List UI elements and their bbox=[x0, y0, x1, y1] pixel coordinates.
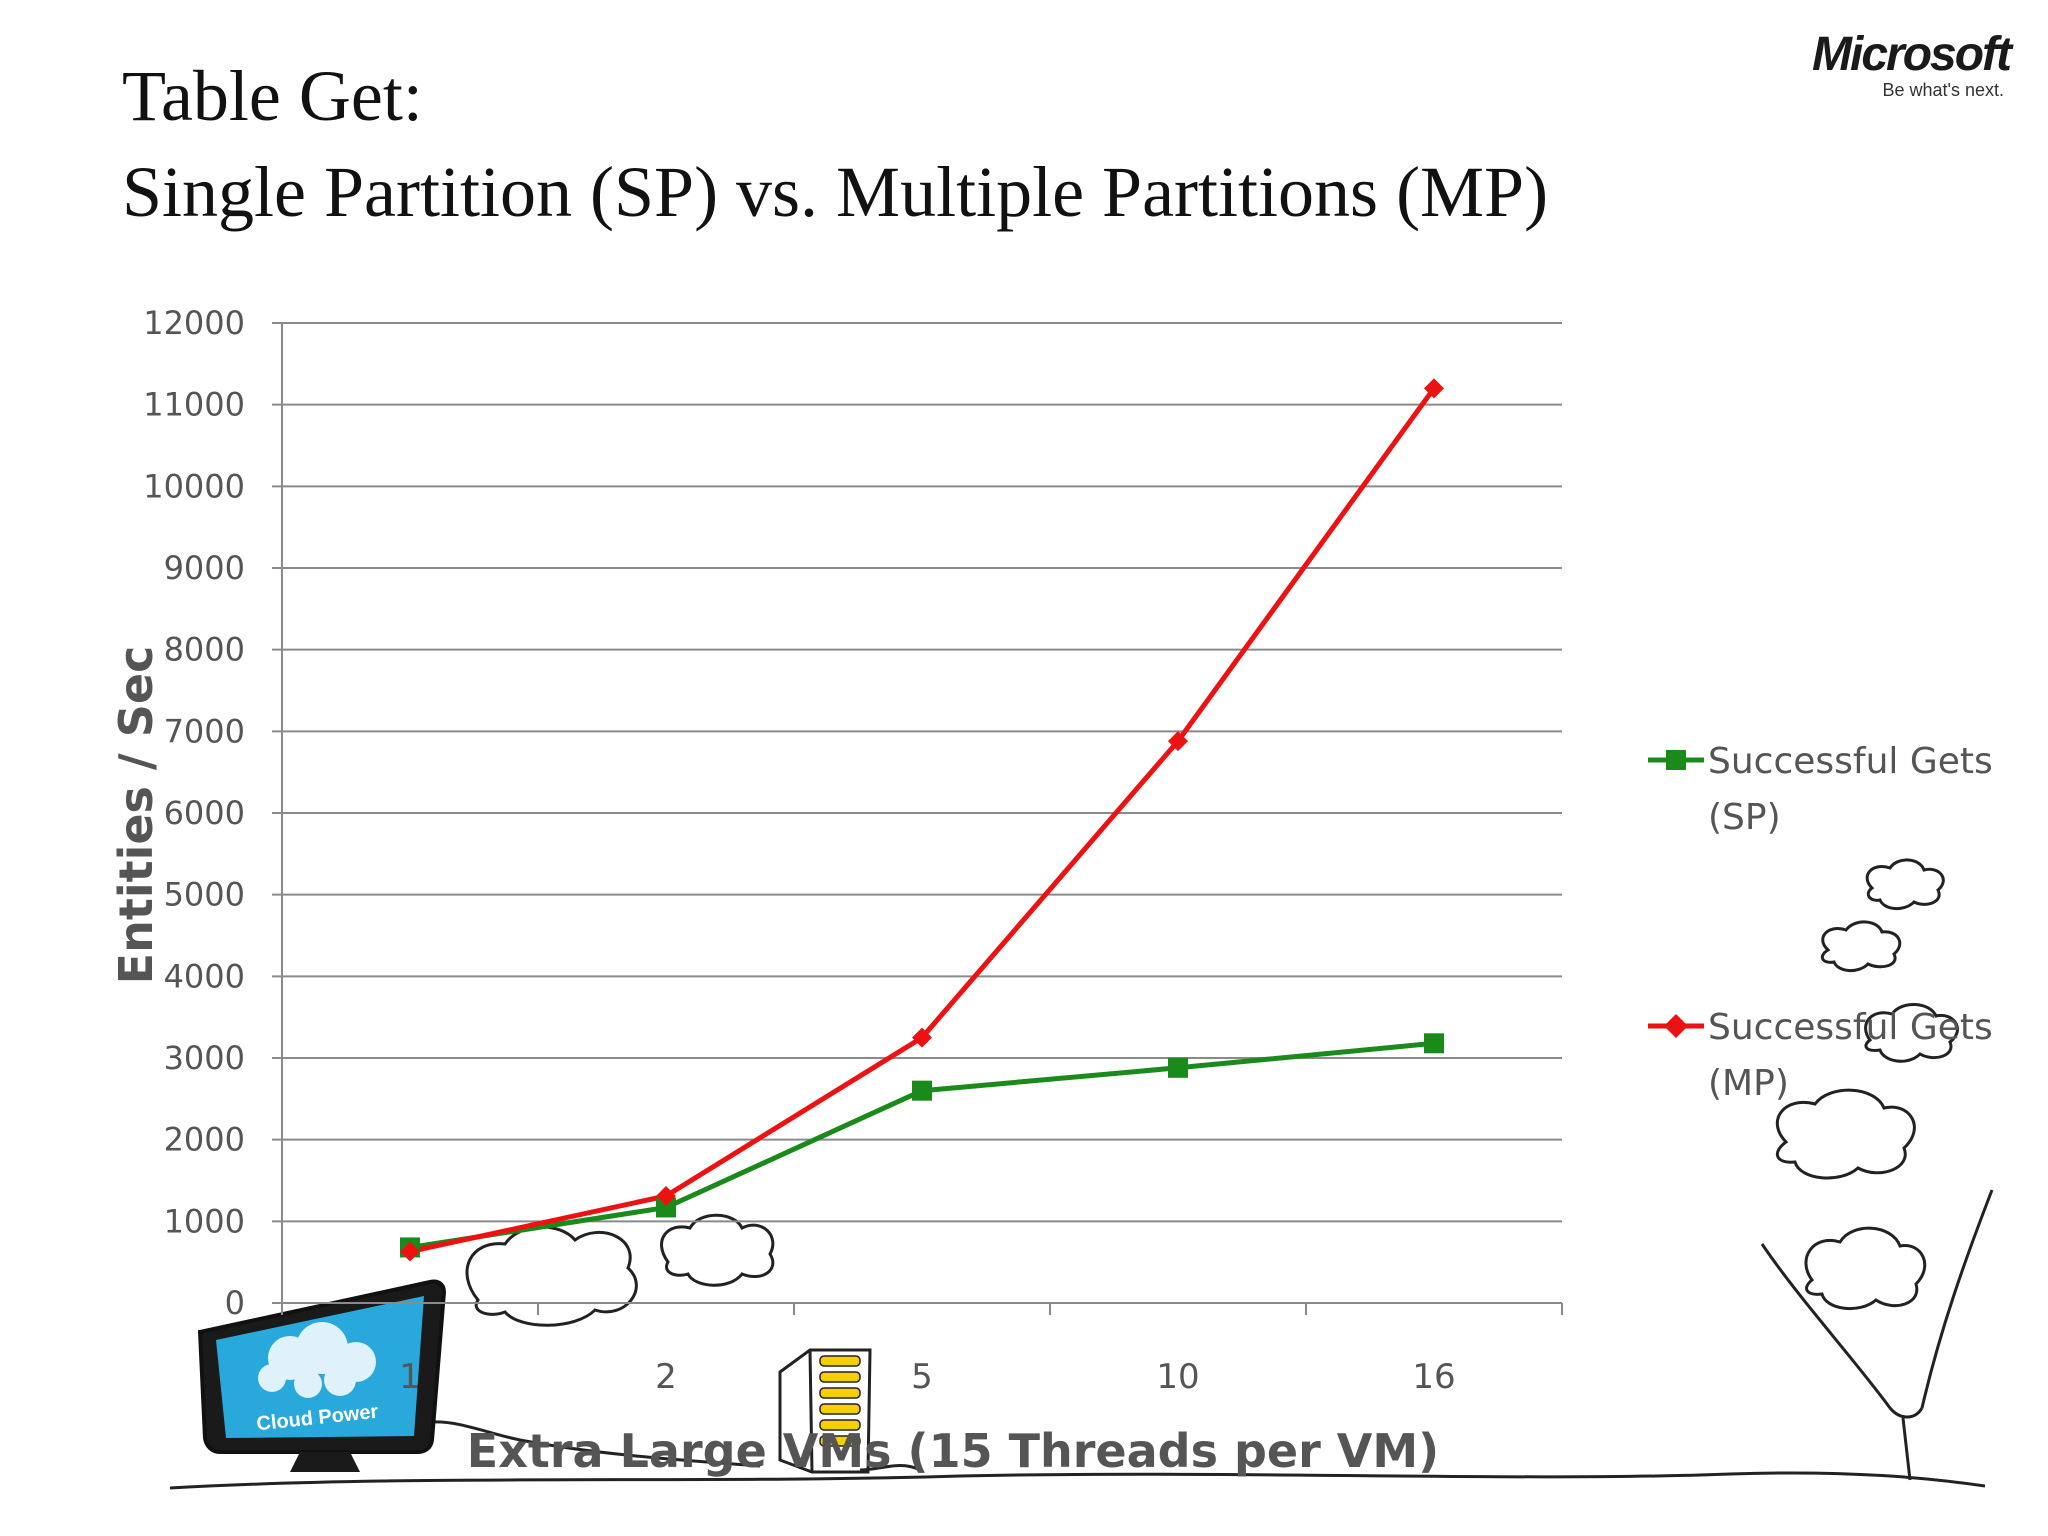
legend-label-mp-line2: (MP) bbox=[1708, 1063, 1789, 1104]
cloud-doodle-6 bbox=[1775, 1088, 1916, 1180]
funnel-doodle bbox=[1760, 1189, 1994, 1481]
x-tick-label: 2 bbox=[655, 1357, 677, 1397]
x-axis: 1 2 5 10 16 bbox=[272, 323, 1563, 1397]
y-tick-label: 6000 bbox=[164, 794, 245, 832]
legend-marker-mp bbox=[1664, 1014, 1688, 1038]
microsoft-logo: Microsoft Be what's next. bbox=[1720, 28, 2012, 101]
y-tick-label: 11000 bbox=[143, 386, 245, 424]
y-axis-title: Entities / Sec bbox=[109, 646, 163, 985]
x-tick-label: 1 bbox=[399, 1357, 421, 1397]
title-line-2: Single Partition (SP) vs. Multiple Parti… bbox=[122, 152, 1549, 232]
y-tick-label: 4000 bbox=[164, 957, 245, 995]
cloud-doodle-3 bbox=[1865, 858, 1945, 910]
series-lines bbox=[409, 386, 1437, 1254]
legend-label-sp-line1: Successful Gets bbox=[1708, 741, 1993, 782]
legend: Successful Gets (SP) Successful Gets (MP… bbox=[1648, 741, 1993, 1104]
series-markers bbox=[400, 378, 1444, 1262]
y-tick-label: 0 bbox=[225, 1284, 245, 1322]
data-point-mp bbox=[1424, 378, 1444, 399]
y-tick-label: 8000 bbox=[164, 631, 245, 669]
data-point-sp bbox=[1168, 1057, 1188, 1078]
title-line-1: Table Get: bbox=[122, 56, 423, 136]
data-point-sp bbox=[1424, 1033, 1444, 1054]
y-tick-label: 5000 bbox=[164, 876, 245, 914]
y-tick-label: 3000 bbox=[164, 1039, 245, 1077]
legend-item-sp: Successful Gets (SP) bbox=[1648, 741, 1993, 838]
data-point-mp bbox=[400, 1241, 420, 1262]
series-line-mp bbox=[409, 386, 1437, 1254]
data-point-sp bbox=[912, 1080, 932, 1101]
page-title: Table Get: Single Partition (SP) vs. Mul… bbox=[122, 48, 1548, 240]
y-tick-label: 1000 bbox=[164, 1202, 245, 1240]
gridlines bbox=[272, 322, 1562, 1223]
y-axis-ticks: 0 1000 2000 3000 4000 5000 6000 7000 8000 9000 100… bbox=[143, 304, 245, 1322]
y-tick-label: 10000 bbox=[143, 467, 245, 505]
y-tick-label: 9000 bbox=[164, 549, 245, 587]
server-tower-doodle bbox=[778, 1348, 872, 1474]
cloud-doodle-5 bbox=[1864, 1003, 1959, 1063]
ground-line bbox=[169, 1471, 1986, 1490]
cloud-doodle-2 bbox=[660, 1213, 775, 1287]
legend-marker-sp bbox=[1666, 750, 1686, 770]
legend-label-sp-line2: (SP) bbox=[1708, 797, 1781, 838]
x-tick-label: 16 bbox=[1412, 1357, 1455, 1397]
x-tick-label: 10 bbox=[1156, 1357, 1199, 1397]
cloud-doodle-4 bbox=[1820, 920, 1902, 972]
data-point-mp bbox=[912, 1027, 932, 1048]
y-tick-label: 2000 bbox=[164, 1121, 245, 1159]
logo-wordmark: Microsoft bbox=[1812, 28, 2012, 81]
logo-tagline: Be what's next. bbox=[1882, 80, 2005, 100]
sketch-illustration: Cloud Power bbox=[169, 858, 1994, 1490]
cloud-doodle-1 bbox=[465, 1225, 638, 1327]
y-tick-label: 7000 bbox=[164, 712, 245, 750]
legend-item-mp: Successful Gets (MP) bbox=[1648, 1007, 1993, 1104]
y-tick-label: 12000 bbox=[143, 304, 245, 342]
data-point-mp bbox=[1168, 731, 1188, 752]
cloud-doodle-7 bbox=[1804, 1226, 1927, 1311]
x-axis-title: Extra Large VMs (15 Threads per VM) bbox=[467, 1424, 1439, 1478]
data-point-mp bbox=[656, 1186, 676, 1207]
data-point-sp bbox=[656, 1197, 676, 1218]
cloud-power-monitor: Cloud Power bbox=[197, 1279, 447, 1472]
legend-label-mp-line1: Successful Gets bbox=[1708, 1007, 1993, 1048]
x-tick-label: 5 bbox=[911, 1357, 933, 1397]
server-tower-lights bbox=[819, 1355, 861, 1447]
